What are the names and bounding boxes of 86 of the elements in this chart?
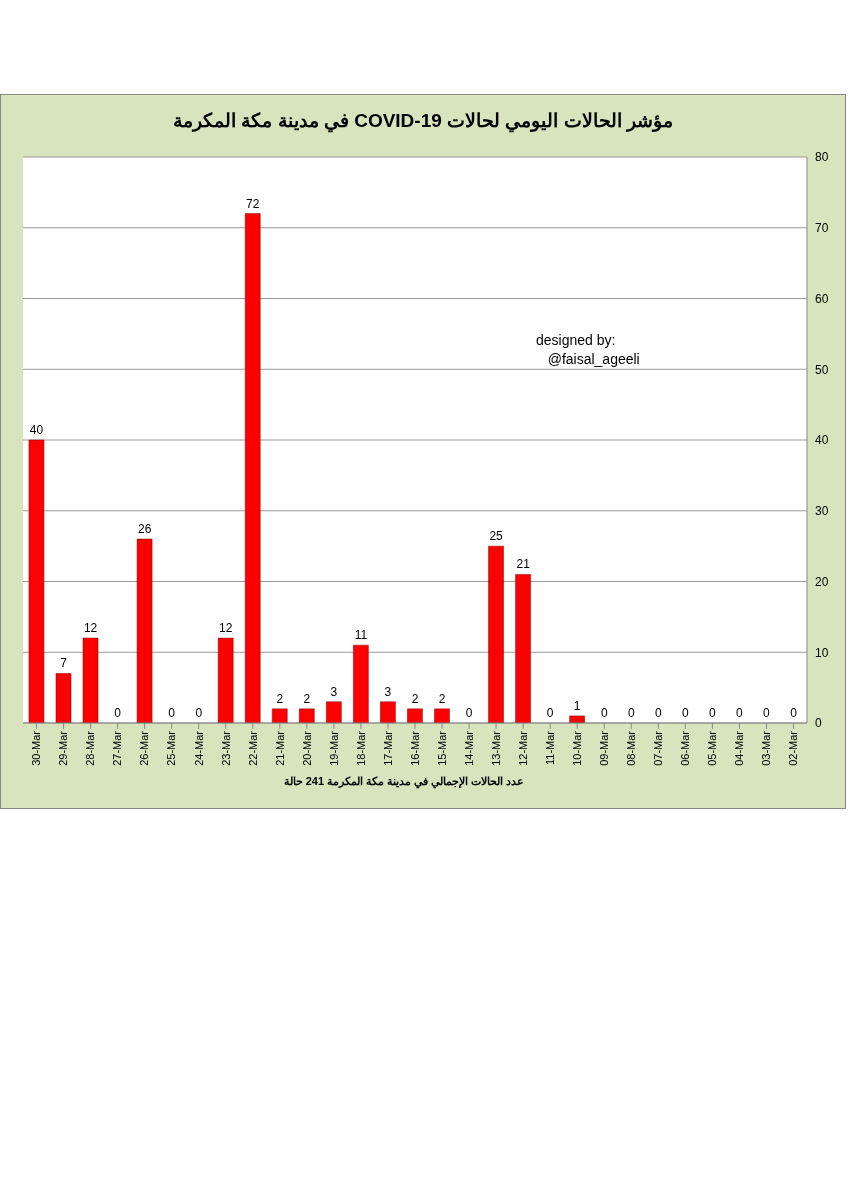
bar (380, 701, 396, 723)
bar (488, 545, 504, 723)
data-label: 12 (219, 621, 233, 636)
x-tick-label: 03-Mar (760, 730, 773, 766)
data-label: 25 (489, 529, 504, 544)
data-label: 2 (438, 691, 446, 706)
data-label: 12 (83, 621, 98, 636)
x-tick-label: 18-Mar (354, 730, 367, 766)
x-tick-label: 13-Mar (489, 730, 502, 766)
bar (136, 538, 153, 723)
x-tick-label: 07-Mar (652, 730, 665, 766)
y-tick-label: 70 (815, 221, 829, 236)
bar (353, 644, 369, 723)
annotation: designed by: @faisal_ageeli (536, 331, 640, 369)
data-label: 72 (246, 196, 260, 211)
y-tick-label: 40 (815, 433, 829, 448)
data-label: 2 (276, 691, 284, 706)
bar (82, 637, 99, 723)
bar (326, 701, 342, 723)
x-axis-title: عدد الحالات الإجمالي في مدينة مكة المكرمة 241 حالة (282, 775, 526, 788)
y-tick-label: 80 (815, 150, 829, 165)
y-tick-label: 30 (815, 504, 829, 519)
x-tick-label: 29-Mar (57, 730, 70, 766)
data-label: 0 (465, 706, 473, 720)
bar (272, 708, 288, 723)
x-tick-label: 16-Mar (408, 730, 421, 766)
x-tick-label: 06-Mar (679, 730, 692, 766)
bar (299, 708, 315, 723)
data-label: 0 (763, 706, 771, 720)
data-label: 26 (137, 522, 152, 537)
x-tick-label: 24-Mar (192, 730, 205, 766)
y-tick-label: 60 (815, 291, 829, 306)
data-label: 0 (168, 706, 176, 720)
x-tick-label: 11-Mar (543, 730, 556, 766)
x-tick-label: 30-Mar (30, 730, 43, 766)
y-tick-label: 10 (815, 645, 829, 660)
x-tick-label: 20-Mar (300, 730, 313, 766)
bar (515, 574, 531, 723)
y-tick-label: 0 (815, 716, 822, 731)
data-label: 0 (600, 706, 608, 720)
data-label: 3 (330, 684, 338, 699)
x-tick-label: 14-Mar (462, 730, 475, 766)
x-tick-label: 04-Mar (733, 730, 746, 766)
x-tick-label: 21-Mar (273, 730, 286, 766)
x-tick-label: 17-Mar (381, 730, 394, 766)
x-tick-label: 25-Mar (165, 730, 178, 766)
data-label: 1 (573, 698, 581, 713)
data-label: 0 (654, 706, 662, 720)
data-label: 3 (384, 684, 392, 699)
data-label: 0 (546, 706, 554, 720)
data-label: 0 (736, 706, 744, 720)
bar (569, 715, 585, 723)
x-tick-label: 26-Mar (138, 730, 151, 766)
x-tick-label: 23-Mar (219, 730, 232, 766)
x-tick-label: 19-Mar (327, 730, 340, 766)
x-tick-label: 12-Mar (516, 730, 529, 766)
bar (434, 708, 450, 723)
y-tick-label: 20 (815, 574, 829, 589)
data-label: 2 (411, 691, 419, 706)
data-label: 7 (60, 656, 68, 671)
data-label: 40 (29, 423, 44, 437)
data-label: 11 (354, 628, 368, 643)
bar (55, 673, 72, 723)
x-tick-label: 10-Mar (571, 730, 584, 766)
data-label: 0 (682, 706, 689, 720)
x-tick-label: 22-Mar (246, 730, 259, 766)
x-tick-label: 27-Mar (111, 730, 124, 766)
bar (407, 708, 423, 723)
data-label: 0 (195, 706, 203, 720)
data-label: 0 (114, 706, 122, 720)
data-label: 0 (709, 706, 717, 720)
x-tick-label: 15-Mar (435, 730, 448, 766)
x-tick-label: 08-Mar (625, 730, 638, 766)
x-tick-label: 28-Mar (84, 730, 97, 766)
bar (217, 637, 234, 723)
bar (244, 213, 261, 723)
chart-title: مؤشر الحالات اليومي لحالات COVID-19 في مدينة مكة المكرمة (172, 109, 674, 135)
data-label: 0 (790, 706, 798, 720)
x-tick-label: 05-Mar (706, 730, 719, 766)
data-label: 21 (516, 557, 531, 572)
y-tick-label: 50 (815, 362, 829, 377)
data-label: 2 (303, 691, 311, 706)
data-label: 0 (627, 706, 635, 720)
x-tick-label: 09-Mar (598, 730, 611, 766)
bar (28, 439, 45, 723)
x-tick-label: 02-Mar (787, 730, 800, 766)
